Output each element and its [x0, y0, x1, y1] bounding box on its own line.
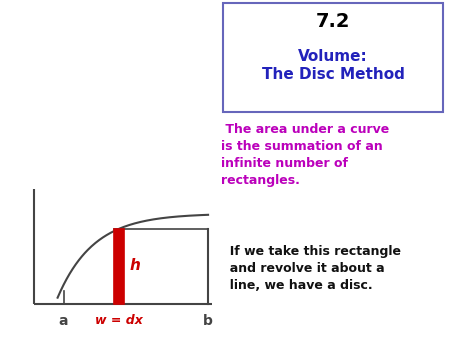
Text: 7.2: 7.2: [316, 12, 350, 31]
Text: If we take this rectangle
  and revolve it about a
  line, we have a disc.: If we take this rectangle and revolve it…: [220, 245, 400, 292]
Text: b: b: [203, 314, 213, 328]
Text: h: h: [130, 258, 140, 272]
FancyBboxPatch shape: [223, 3, 443, 112]
Text: Volume:
The Disc Method: Volume: The Disc Method: [261, 49, 405, 82]
Text: The area under a curve
is the summation of an
infinite number of
rectangles.: The area under a curve is the summation …: [220, 123, 389, 187]
Text: ✏: ✏: [29, 35, 135, 142]
Bar: [113, 229, 124, 304]
Text: a: a: [59, 314, 68, 328]
Text: w = dx: w = dx: [95, 314, 143, 327]
